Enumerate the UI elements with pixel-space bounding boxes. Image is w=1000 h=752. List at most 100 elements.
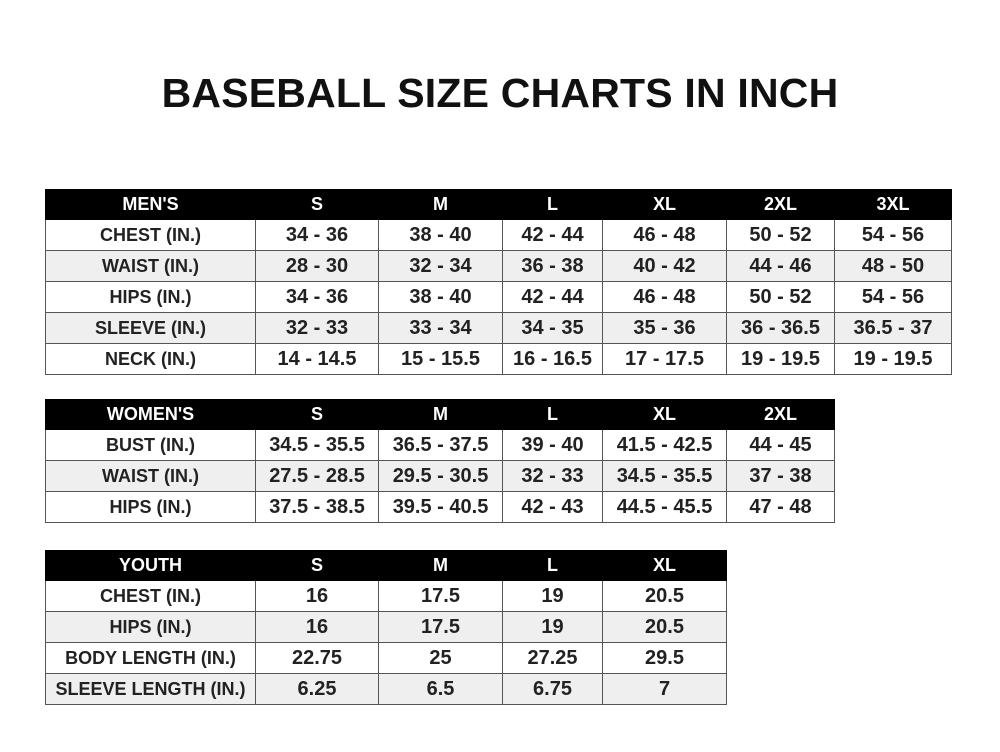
measurement-cell: 16 xyxy=(255,611,379,643)
size-header: XL xyxy=(602,550,727,581)
measurement-cell: 6.75 xyxy=(502,673,603,705)
mens-size-table: MEN'S S M L XL 2XL 3XL CHEST (IN.) 34 - 36 38 - 4… xyxy=(45,189,952,375)
header-row: YOUTH S M L XL xyxy=(45,550,727,581)
measurement-cell: 16 - 16.5 xyxy=(502,343,603,375)
size-header: XL xyxy=(602,189,727,220)
measurement-cell: 35 - 36 xyxy=(602,312,727,344)
table-title: YOUTH xyxy=(45,550,256,581)
table-row: WAIST (IN.) 28 - 30 32 - 34 36 - 38 40 - 42 4… xyxy=(45,250,952,282)
measurement-cell: 19 xyxy=(502,580,603,612)
measurement-cell: 19 - 19.5 xyxy=(726,343,835,375)
table-row: CHEST (IN.) 16 17.5 19 20.5 xyxy=(45,580,727,612)
row-label: WAIST (IN.) xyxy=(45,460,256,492)
measurement-cell: 39 - 40 xyxy=(502,429,603,461)
row-label: CHEST (IN.) xyxy=(45,219,256,251)
measurement-cell: 34.5 - 35.5 xyxy=(255,429,379,461)
table-row: SLEEVE (IN.) 32 - 33 33 - 34 34 - 35 35 - 36… xyxy=(45,312,952,344)
measurement-cell: 6.25 xyxy=(255,673,379,705)
table-row: BODY LENGTH (IN.) 22.75 25 27.25 29.5 xyxy=(45,642,727,674)
measurement-cell: 36 - 36.5 xyxy=(726,312,835,344)
size-header: S xyxy=(255,550,379,581)
size-header: 2XL xyxy=(726,399,835,430)
measurement-cell: 7 xyxy=(602,673,727,705)
row-label: CHEST (IN.) xyxy=(45,580,256,612)
measurement-cell: 54 - 56 xyxy=(834,281,952,313)
measurement-cell: 17.5 xyxy=(378,580,503,612)
table-row: HIPS (IN.) 37.5 - 38.5 39.5 - 40.5 42 - 43 4… xyxy=(45,491,835,523)
measurement-cell: 20.5 xyxy=(602,580,727,612)
size-header: S xyxy=(255,399,379,430)
measurement-cell: 27.5 - 28.5 xyxy=(255,460,379,492)
measurement-cell: 14 - 14.5 xyxy=(255,343,379,375)
size-header: L xyxy=(502,189,603,220)
row-label: HIPS (IN.) xyxy=(45,281,256,313)
measurement-cell: 29.5 xyxy=(602,642,727,674)
measurement-cell: 46 - 48 xyxy=(602,281,727,313)
size-header: S xyxy=(255,189,379,220)
measurement-cell: 48 - 50 xyxy=(834,250,952,282)
measurement-cell: 17 - 17.5 xyxy=(602,343,727,375)
measurement-cell: 6.5 xyxy=(378,673,503,705)
measurement-cell: 42 - 44 xyxy=(502,219,603,251)
measurement-cell: 41.5 - 42.5 xyxy=(602,429,727,461)
measurement-cell: 20.5 xyxy=(602,611,727,643)
measurement-cell: 42 - 44 xyxy=(502,281,603,313)
measurement-cell: 39.5 - 40.5 xyxy=(378,491,503,523)
measurement-cell: 34 - 36 xyxy=(255,281,379,313)
measurement-cell: 37.5 - 38.5 xyxy=(255,491,379,523)
measurement-cell: 44 - 46 xyxy=(726,250,835,282)
measurement-cell: 37 - 38 xyxy=(726,460,835,492)
measurement-cell: 28 - 30 xyxy=(255,250,379,282)
measurement-cell: 50 - 52 xyxy=(726,281,835,313)
table-row: WAIST (IN.) 27.5 - 28.5 29.5 - 30.5 32 - 33… xyxy=(45,460,835,492)
measurement-cell: 22.75 xyxy=(255,642,379,674)
header-row: MEN'S S M L XL 2XL 3XL xyxy=(45,189,952,220)
measurement-cell: 36.5 - 37 xyxy=(834,312,952,344)
measurement-cell: 44.5 - 45.5 xyxy=(602,491,727,523)
table-row: NECK (IN.) 14 - 14.5 15 - 15.5 16 - 16.5 17 … xyxy=(45,343,952,375)
table-row: SLEEVE LENGTH (IN.) 6.25 6.5 6.75 7 xyxy=(45,673,727,705)
measurement-cell: 33 - 34 xyxy=(378,312,503,344)
measurement-cell: 34 - 36 xyxy=(255,219,379,251)
table-row: HIPS (IN.) 16 17.5 19 20.5 xyxy=(45,611,727,643)
measurement-cell: 32 - 34 xyxy=(378,250,503,282)
measurement-cell: 25 xyxy=(378,642,503,674)
size-header: L xyxy=(502,399,603,430)
measurement-cell: 38 - 40 xyxy=(378,219,503,251)
size-header: L xyxy=(502,550,603,581)
measurement-cell: 42 - 43 xyxy=(502,491,603,523)
measurement-cell: 46 - 48 xyxy=(602,219,727,251)
youth-size-table: YOUTH S M L XL CHEST (IN.) 16 17.5 19 20.5 HIPS (I… xyxy=(45,550,727,705)
row-label: WAIST (IN.) xyxy=(45,250,256,282)
measurement-cell: 19 - 19.5 xyxy=(834,343,952,375)
page-title: BASEBALL SIZE CHARTS IN INCH xyxy=(161,70,839,116)
measurement-cell: 34.5 - 35.5 xyxy=(602,460,727,492)
size-header: M xyxy=(378,399,503,430)
measurement-cell: 27.25 xyxy=(502,642,603,674)
measurement-cell: 40 - 42 xyxy=(602,250,727,282)
size-header: M xyxy=(378,550,503,581)
row-label: SLEEVE (IN.) xyxy=(45,312,256,344)
measurement-cell: 29.5 - 30.5 xyxy=(378,460,503,492)
size-header: 2XL xyxy=(726,189,835,220)
table-row: HIPS (IN.) 34 - 36 38 - 40 42 - 44 46 - 48 50… xyxy=(45,281,952,313)
row-label: SLEEVE LENGTH (IN.) xyxy=(45,673,256,705)
measurement-cell: 16 xyxy=(255,580,379,612)
womens-size-table: WOMEN'S S M L XL 2XL BUST (IN.) 34.5 - 35.5 36.5… xyxy=(45,399,835,523)
size-header: XL xyxy=(602,399,727,430)
row-label: HIPS (IN.) xyxy=(45,611,256,643)
size-header: 3XL xyxy=(834,189,952,220)
measurement-cell: 54 - 56 xyxy=(834,219,952,251)
size-header: M xyxy=(378,189,503,220)
table-row: BUST (IN.) 34.5 - 35.5 36.5 - 37.5 39 - 40 4… xyxy=(45,429,835,461)
measurement-cell: 34 - 35 xyxy=(502,312,603,344)
row-label: NECK (IN.) xyxy=(45,343,256,375)
measurement-cell: 17.5 xyxy=(378,611,503,643)
measurement-cell: 50 - 52 xyxy=(726,219,835,251)
measurement-cell: 15 - 15.5 xyxy=(378,343,503,375)
measurement-cell: 32 - 33 xyxy=(255,312,379,344)
measurement-cell: 36 - 38 xyxy=(502,250,603,282)
measurement-cell: 38 - 40 xyxy=(378,281,503,313)
table-title: MEN'S xyxy=(45,189,256,220)
row-label: BODY LENGTH (IN.) xyxy=(45,642,256,674)
